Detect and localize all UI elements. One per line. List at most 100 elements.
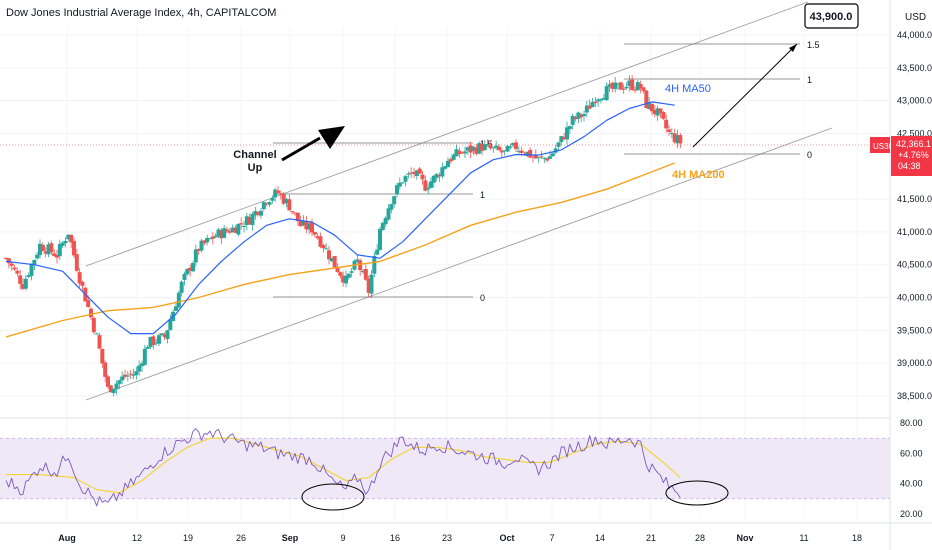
price-tick-label: 39,000.0 [897, 358, 932, 368]
rsi-lines [5, 428, 681, 507]
candle-body [539, 156, 544, 158]
candle-body [315, 236, 320, 239]
candle-body [338, 272, 343, 276]
candle-body [38, 243, 42, 256]
candle-body [100, 348, 105, 364]
candle-body [94, 333, 99, 335]
candle-body [63, 241, 68, 244]
candle-body [482, 144, 487, 150]
candle-body [35, 254, 40, 259]
candle-body [222, 228, 227, 238]
candle-body [290, 211, 295, 213]
candle-body [437, 174, 442, 177]
candle-body [565, 127, 569, 140]
ma200-line [5, 162, 675, 338]
price-tick-label: 44,000.0 [897, 30, 932, 40]
candle-body [131, 374, 136, 376]
candle-body [463, 151, 467, 154]
candle-body [216, 229, 221, 237]
candle-body [324, 248, 329, 250]
candle-body [205, 237, 210, 243]
candle-body [488, 145, 493, 149]
candle-body [446, 160, 450, 168]
candle-body [358, 260, 363, 271]
price-tick-label: 39,500.0 [897, 325, 932, 335]
rsi-line [5, 428, 681, 507]
candle-body [43, 251, 48, 254]
candle-body [655, 108, 660, 116]
price-tick-label: 43,000.0 [897, 96, 932, 106]
candle-body [335, 266, 340, 273]
candle-body [117, 380, 122, 384]
candle-body [125, 375, 130, 377]
candle-body [477, 143, 482, 154]
candle-body [259, 210, 263, 216]
candle-body [499, 150, 504, 153]
candle-body [199, 240, 204, 251]
fib-upper-label: 1.5 [807, 40, 820, 50]
candle-body [406, 173, 411, 175]
candle-body [584, 105, 589, 113]
candle-body [233, 227, 238, 233]
countdown-label: 04:38 [898, 161, 921, 171]
candle-body [273, 189, 278, 198]
rsi-tick-label: 80.00 [900, 418, 923, 428]
candle-body [570, 115, 575, 125]
candle-body [256, 212, 261, 215]
price-tick-label: 41,500.0 [897, 194, 932, 204]
fib-upper-label: 0 [807, 150, 812, 160]
time-tick-label: 7 [549, 533, 554, 543]
candle-body [593, 101, 598, 104]
candle-body [363, 268, 368, 280]
candle-body [414, 170, 419, 177]
candle-body [293, 212, 297, 214]
candle-body [647, 102, 652, 110]
candle-body [6, 258, 11, 264]
candle-body [168, 319, 173, 330]
candle-body [26, 275, 31, 277]
time-tick-label: 9 [340, 533, 345, 543]
candle-body [491, 147, 496, 149]
candle-body [349, 271, 354, 273]
candle-body [474, 147, 479, 154]
candle-body [426, 187, 431, 190]
candle-body [369, 274, 374, 294]
rsi-oversold-ellipse-2 [665, 480, 729, 506]
candle-body [15, 270, 20, 274]
candle-body [536, 157, 541, 159]
fib-lower-label: 0 [480, 293, 485, 303]
candle-body [188, 267, 193, 271]
candle-body [562, 137, 567, 140]
candle-body [621, 88, 626, 90]
candle-body [650, 103, 654, 112]
rsi-ma-line [6, 437, 681, 494]
moving-averages [5, 101, 675, 338]
candle-body [675, 135, 680, 144]
symbol-tag-bg [870, 137, 890, 153]
candle-body [281, 194, 286, 204]
candle-body [409, 172, 414, 174]
time-tick-label: 23 [442, 533, 452, 543]
ma50-label: 4H MA50 [665, 83, 711, 95]
price-tick-label: 43,500.0 [897, 63, 932, 73]
candle-body [261, 202, 266, 210]
candle-body [457, 150, 462, 155]
candle-body [341, 275, 346, 283]
candle-body [23, 278, 28, 289]
candle-body [661, 112, 666, 119]
candle-body [380, 222, 385, 230]
candle-body [40, 244, 45, 251]
candle-body [72, 240, 76, 256]
candle-body [669, 132, 674, 134]
candle-body [587, 105, 592, 109]
candle-body [635, 82, 640, 91]
candle-body [613, 82, 618, 90]
channel-arrow-head [318, 126, 345, 149]
candle-body [533, 154, 538, 159]
candle-body [162, 334, 167, 338]
candle-body [278, 193, 283, 195]
candle-body [284, 199, 289, 203]
candle-body [165, 330, 170, 339]
candle-body [49, 243, 54, 253]
